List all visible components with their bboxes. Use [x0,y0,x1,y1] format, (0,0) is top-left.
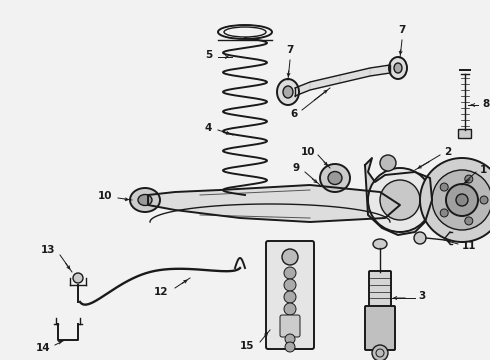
Circle shape [414,232,426,244]
Ellipse shape [277,79,299,105]
Circle shape [285,334,295,344]
Text: 13: 13 [41,245,55,255]
Circle shape [440,209,448,217]
Ellipse shape [320,164,350,192]
Text: 14: 14 [35,343,50,353]
Ellipse shape [138,194,152,206]
Text: 10: 10 [300,147,315,157]
Circle shape [73,273,83,283]
Text: 7: 7 [286,45,294,55]
Circle shape [372,345,388,360]
FancyBboxPatch shape [369,271,391,308]
Circle shape [456,194,468,206]
Circle shape [380,180,420,220]
Circle shape [432,170,490,230]
Circle shape [380,155,396,171]
Circle shape [282,249,298,265]
Text: 11: 11 [462,241,476,251]
Polygon shape [295,82,310,96]
Circle shape [368,168,432,232]
Polygon shape [370,65,390,76]
Ellipse shape [130,188,160,212]
Circle shape [465,217,473,225]
Circle shape [284,291,296,303]
FancyBboxPatch shape [266,241,314,349]
Circle shape [446,184,478,216]
Polygon shape [148,185,400,222]
FancyBboxPatch shape [459,130,471,139]
Ellipse shape [394,63,402,73]
FancyBboxPatch shape [365,306,395,350]
Text: 6: 6 [291,109,298,119]
Circle shape [284,267,296,279]
Text: 2: 2 [444,147,451,157]
Text: 3: 3 [418,291,425,301]
Ellipse shape [373,239,387,249]
Circle shape [465,175,473,183]
Text: 9: 9 [293,163,300,173]
Text: 5: 5 [205,50,212,60]
Text: 1: 1 [480,165,487,175]
Ellipse shape [389,57,407,79]
Circle shape [284,279,296,291]
Text: 8: 8 [482,99,489,109]
Text: 12: 12 [153,287,168,297]
Circle shape [285,342,295,352]
Ellipse shape [328,171,342,184]
Polygon shape [340,68,370,83]
Text: 7: 7 [398,25,406,35]
Text: 10: 10 [98,191,112,201]
Circle shape [480,196,488,204]
Polygon shape [365,158,432,235]
Ellipse shape [380,201,400,219]
Circle shape [420,158,490,242]
Polygon shape [310,75,340,90]
Circle shape [440,183,448,191]
FancyBboxPatch shape [280,315,300,337]
Circle shape [284,303,296,315]
Text: 4: 4 [205,123,212,133]
Ellipse shape [283,86,293,98]
Text: 15: 15 [240,341,254,351]
